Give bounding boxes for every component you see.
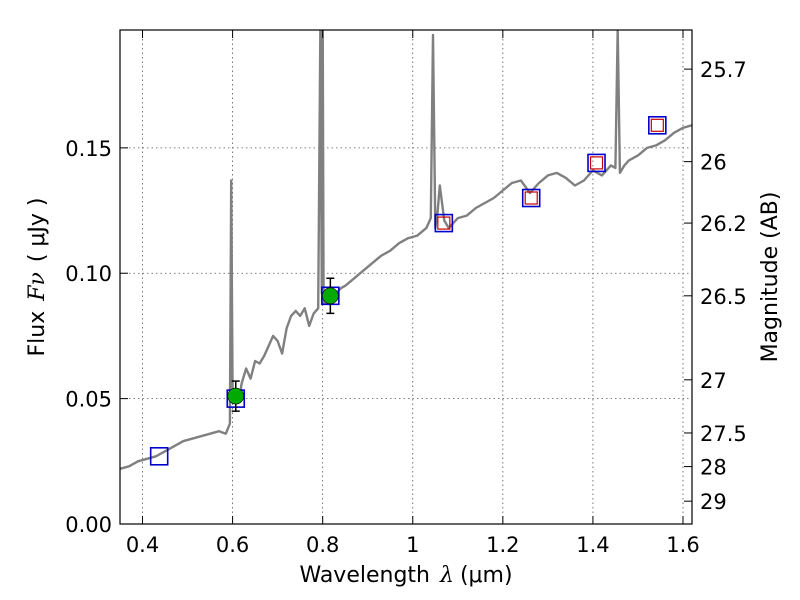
- y-tick-label: 0.05: [65, 388, 112, 412]
- y2-tick-label: 29: [700, 490, 727, 514]
- y-axis-label: FluxFν( μJy ): [25, 197, 50, 356]
- y2-tick-label: 27: [700, 369, 727, 393]
- spectrum-line: [120, 30, 692, 470]
- y2-axis-label: Magnitude (AB): [758, 192, 783, 363]
- y-tick-label: 0.15: [65, 137, 112, 161]
- y2-tick-label: 27.5: [700, 422, 747, 446]
- y2-tick-label: 26.2: [700, 212, 747, 236]
- y2-tick-label: 28: [700, 456, 727, 480]
- y-tick-label: 0.00: [65, 513, 112, 537]
- x-tick-label: 0.8: [306, 533, 339, 557]
- model-box-marker: [587, 153, 606, 173]
- model-box-marker: [149, 446, 169, 466]
- y2-tick-label: 25.7: [700, 58, 747, 82]
- grid: [120, 30, 692, 525]
- photometry-markers: [149, 115, 667, 466]
- detection-point: [322, 287, 339, 305]
- x-tick-label: 1.4: [576, 533, 609, 557]
- spectrum: [120, 30, 692, 470]
- x-tick-label: 1.2: [486, 533, 519, 557]
- upper-limit-marker: [437, 216, 451, 230]
- x-tick-label: 0.6: [216, 533, 249, 557]
- y2-tick-label: 26: [700, 151, 727, 175]
- model-box-marker: [521, 188, 541, 208]
- y2-tick-label: 26.5: [700, 285, 747, 309]
- upper-limit-marker: [524, 191, 538, 205]
- plot-frame: [119, 29, 693, 525]
- model-box-marker: [648, 115, 667, 135]
- x-tick-label: 0.4: [126, 533, 159, 557]
- model-box-marker: [434, 213, 454, 233]
- axis-ticks: 0.4 0.6 0.8 1 1.2 1.4 1.6 0.00 0.05 0.10 0.15 25.7 2…: [65, 30, 747, 557]
- upper-limit-marker: [650, 118, 664, 132]
- detection-point: [227, 387, 245, 405]
- x-tick-label: 1.6: [666, 533, 699, 557]
- x-tick-label: 1: [406, 533, 419, 557]
- upper-limit-marker: [589, 156, 604, 170]
- y-tick-label: 0.10: [65, 262, 112, 286]
- x-axis-label: Wavelength λ (μm): [299, 563, 512, 588]
